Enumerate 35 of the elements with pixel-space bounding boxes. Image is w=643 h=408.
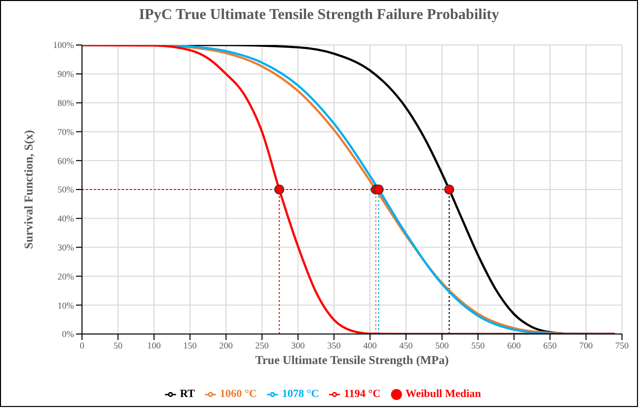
x-tick-label: 550 — [471, 340, 486, 350]
x-tick-label: 350 — [327, 340, 342, 350]
x-tick-label: 200 — [219, 340, 234, 350]
x-tick-label: 400 — [363, 340, 378, 350]
x-axis-title: True Ultimate Tensile Strength (MPa) — [255, 353, 449, 367]
y-tick-label: 90% — [58, 69, 74, 80]
legend-label: 1060 °C — [220, 388, 257, 400]
x-tick-label: 300 — [291, 340, 306, 350]
legend-label: 1078 °C — [282, 388, 320, 400]
x-tick-label: 50 — [114, 340, 123, 350]
x-tick-label: 650 — [543, 340, 558, 350]
x-tick-label: 600 — [507, 340, 522, 350]
x-tick-label: 450 — [399, 340, 414, 350]
x-tick-label: 150 — [183, 340, 198, 350]
chart-title: IPyC True Ultimate Tensile Strength Failure Probability — [138, 7, 500, 24]
y-tick-label: 100% — [53, 40, 74, 50]
y-tick-label: 80% — [58, 98, 74, 108]
y-tick-label: 40% — [58, 214, 74, 224]
legend-label: Weibull Median — [406, 388, 482, 400]
y-tick-label: 60% — [58, 156, 74, 166]
y-tick-label: 10% — [58, 300, 74, 310]
x-tick-label: 0 — [80, 340, 85, 350]
x-tick-label: 500 — [435, 340, 450, 350]
y-axis-title: Survival Function, S(x) — [21, 130, 36, 250]
legend-label: 1194 °C — [344, 388, 381, 400]
x-tick-label: 750 — [615, 340, 630, 350]
y-tick-label: 20% — [58, 271, 74, 282]
x-tick-label: 100 — [147, 340, 162, 350]
x-tick-label: 700 — [579, 340, 594, 350]
y-tick-label: 30% — [58, 242, 74, 252]
y-tick-label: 0% — [62, 329, 74, 340]
y-tick-label: 70% — [58, 126, 74, 137]
y-tick-label: 50% — [58, 184, 74, 195]
x-tick-label: 250 — [255, 340, 270, 350]
legend-label: RT — [180, 388, 195, 400]
